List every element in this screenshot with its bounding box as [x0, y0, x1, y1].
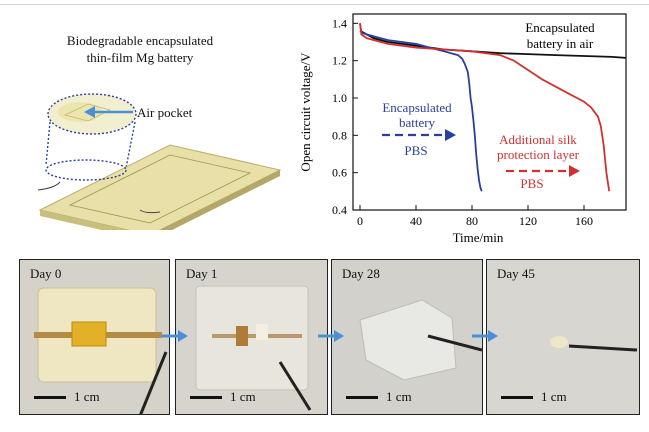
schematic-title-line1: Biodegradable encapsulated: [66, 33, 214, 48]
scale-bar: [346, 395, 378, 399]
photo-day-0-scale-text: 1 cm: [74, 389, 100, 404]
chart-xlabel: Time/min: [453, 230, 504, 245]
photo-day-1-scale-text: 1 cm: [230, 389, 256, 404]
battery-schematic: [37, 93, 282, 230]
annotation-red-line2: protection layer: [497, 147, 580, 162]
x-tick-label-0: 0: [357, 214, 363, 228]
air-pocket-arrow: [84, 106, 133, 118]
photo-day-0-scale: 1 cm: [34, 389, 100, 405]
photo-day-1-image: [176, 260, 327, 414]
photo-day-28-scale-text: 1 cm: [386, 389, 412, 404]
y-tick-label-2: 0.8: [332, 128, 347, 142]
photo-day-0-image: [20, 260, 169, 414]
scale-bar: [501, 395, 533, 399]
chart-ylabel: Open circuit voltage/V: [298, 52, 313, 172]
zoom-source-ellipse: [45, 159, 127, 181]
photo-day-1-label: Day 1: [186, 266, 218, 281]
series-line-2: [359, 23, 611, 192]
y-tick-label-4: 1.2: [332, 54, 347, 68]
photo-day-45-image: [487, 260, 639, 414]
photo-day-28-image: [332, 260, 482, 414]
battery-wires: [37, 181, 161, 214]
photo-day-1-scale: 1 cm: [190, 389, 256, 405]
y-tick-label-5: 1.4: [332, 16, 347, 30]
x-tick-label-4: 160: [575, 214, 593, 228]
annotation-blue-pbs: PBS: [404, 143, 427, 158]
annotation-blue-line2: battery: [399, 115, 436, 130]
photo-day-45: Day 45 1 cm: [486, 259, 640, 415]
photo-day-0-label: Day 0: [30, 266, 62, 281]
photo-day-1: Day 1 1 cm: [175, 259, 328, 415]
air-pocket-label: Air pocket: [137, 105, 193, 120]
schematic-title: Biodegradable encapsulated thin-film Mg …: [30, 32, 250, 66]
annotation-blue-arrow: [382, 129, 456, 141]
schematic-title-line2: thin-film Mg battery: [86, 50, 194, 65]
arrow-day28-to-day45: [472, 330, 498, 342]
annotation-black-line2: battery in air: [527, 36, 594, 51]
x-tick-label-3: 120: [519, 214, 537, 228]
photo-day-45-label: Day 45: [497, 266, 535, 281]
photo-day-28-scale: 1 cm: [346, 389, 412, 405]
y-tick-label-1: 0.6: [332, 166, 347, 180]
annotation-blue-line1: Encapsulated: [382, 100, 452, 115]
series-line-0: [359, 30, 627, 59]
photo-day-45-scale-text: 1 cm: [541, 389, 567, 404]
arrow-day1-to-day28: [318, 330, 344, 342]
annotation-red-pbs: PBS: [520, 176, 543, 191]
photo-day-0: Day 0 1 cm: [19, 259, 170, 415]
plot-frame: [352, 13, 627, 211]
annotation-red-arrow: [506, 165, 580, 177]
scale-bar: [190, 395, 222, 399]
voltage-chart: 0 40 80 120 160 0.4 0.6 0.8 1.0 1.2 1.4 Open circu…: [298, 13, 627, 245]
photo-day-45-scale: 1 cm: [501, 389, 567, 405]
x-tick-label-1: 40: [410, 214, 422, 228]
zoom-guide-lines: [45, 121, 136, 169]
photo-day-28-label: Day 28: [342, 266, 380, 281]
series-line-1: [359, 23, 483, 192]
top-divider: [0, 4, 649, 5]
arrow-day0-to-day1: [162, 330, 188, 342]
scale-bar: [34, 395, 66, 399]
annotation-black-line1: Encapsulated: [525, 20, 595, 35]
photo-day-28: Day 28 1 cm: [331, 259, 483, 415]
battery-device: [38, 144, 282, 230]
y-tick-label-0: 0.4: [332, 203, 347, 217]
y-tick-label-3: 1.0: [332, 91, 347, 105]
x-tick-label-2: 80: [466, 214, 478, 228]
annotation-red-line1: Additional silk: [499, 132, 577, 147]
